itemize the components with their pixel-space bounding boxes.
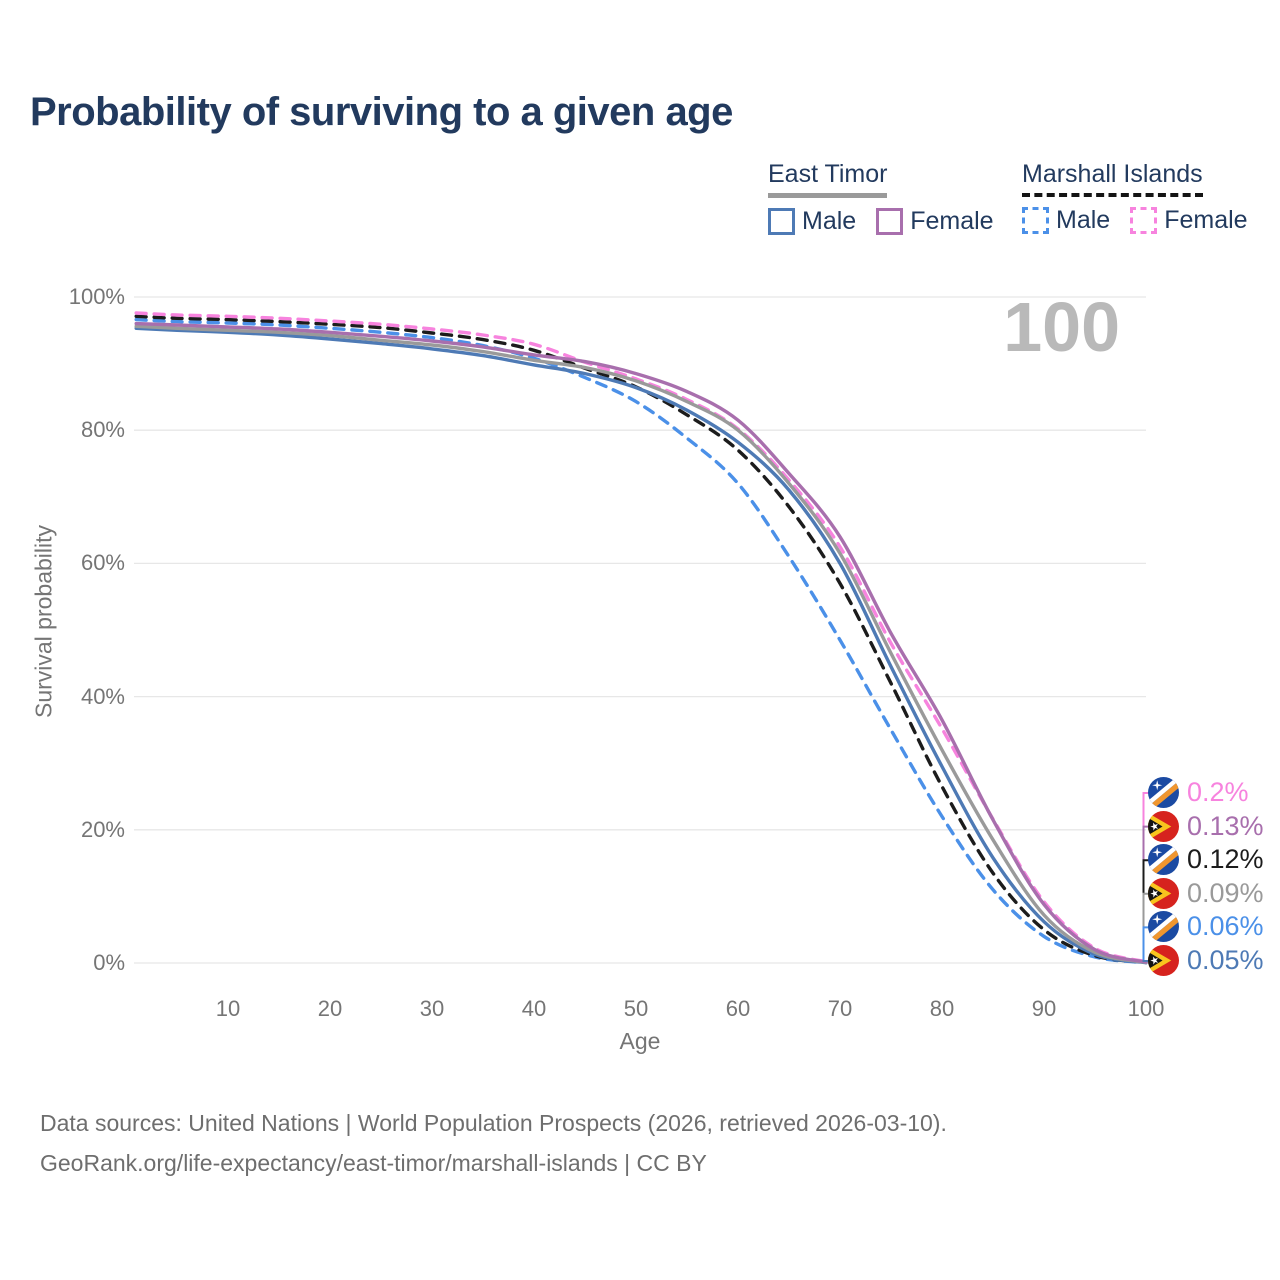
east-timor-flag-icon — [1148, 878, 1179, 909]
y-tick-label: 60% — [80, 550, 125, 576]
legend-item-east-timor-male[interactable]: Male — [768, 207, 856, 236]
east-timor-male-connector — [1142, 960, 1150, 962]
east-timor-flag-icon — [1148, 811, 1179, 842]
marshall-islands-flag-icon — [1148, 844, 1179, 875]
survival-curves — [134, 311, 1148, 965]
east-timor-flag-icon — [1148, 945, 1179, 976]
east-timor-female-line — [134, 321, 1148, 964]
y-tick-label: 40% — [80, 683, 125, 709]
age-watermark: 100 — [1003, 288, 1120, 366]
x-tick-label: 80 — [929, 996, 955, 1021]
x-tick-label: 70 — [827, 996, 853, 1021]
end-value-label: 0.09% — [1187, 877, 1264, 908]
legend-country-marshall-islands: Marshall Islands — [1022, 160, 1203, 197]
end-value-label: 0.12% — [1187, 844, 1264, 875]
legend-label: Female — [910, 207, 994, 235]
x-tick-label: 10 — [215, 996, 241, 1021]
x-tick-label: 20 — [317, 996, 343, 1021]
east-timor-male-swatch — [768, 208, 795, 235]
legend-item-marshall-islands-male[interactable]: Male — [1022, 206, 1110, 235]
attribution-line: GeoRank.org/life-expectancy/east-timor/m… — [40, 1150, 707, 1176]
end-label-east-timor-female: 0.13% — [1148, 810, 1264, 842]
marshall-islands-male-swatch — [1022, 207, 1049, 234]
marshall-islands-both-line — [134, 314, 1148, 964]
legend-label: Male — [1056, 206, 1111, 234]
y-tick-label: 100% — [68, 284, 125, 309]
legend-item-east-timor-female[interactable]: Female — [876, 207, 994, 236]
y-axis-title: Survival probability — [30, 524, 57, 719]
x-axis-title: Age — [619, 1028, 661, 1054]
east-timor-male-line — [134, 326, 1148, 965]
x-tick-label: 60 — [725, 996, 751, 1021]
legend-group-east-timor: East Timor Male Female — [768, 160, 994, 236]
legend-label: Female — [1164, 206, 1248, 234]
end-value-label: 0.06% — [1187, 911, 1264, 942]
marshall-islands-flag-icon — [1148, 777, 1179, 808]
marshall-islands-female-swatch — [1130, 207, 1158, 234]
data-sources-line: Data sources: United Nations | World Pop… — [40, 1110, 947, 1136]
legend-label: Male — [802, 207, 857, 235]
legend-group-marshall-islands: Marshall Islands Male Female — [1022, 160, 1248, 235]
x-tick-label: 40 — [521, 996, 547, 1021]
x-tick-label: 100 — [1127, 996, 1165, 1021]
marshall-islands-male-connector — [1142, 926, 1150, 962]
legend-country-east-timor: East Timor — [768, 160, 888, 198]
x-tick-label: 90 — [1031, 996, 1057, 1021]
marshall-islands-male-line — [134, 317, 1148, 965]
end-label-connectors — [1142, 792, 1150, 962]
y-tick-label: 0% — [93, 950, 125, 975]
end-label-marshall-islands-both: 0.12% — [1148, 844, 1264, 875]
end-label-east-timor-both: 0.09% — [1148, 877, 1264, 909]
end-value-label: 0.05% — [1187, 945, 1264, 975]
east-timor-both-line — [134, 324, 1148, 965]
end-value-label: 0.13% — [1187, 810, 1264, 841]
end-label-east-timor-male: 0.05% — [1148, 945, 1264, 976]
east-timor-female-swatch — [876, 208, 904, 235]
marshall-islands-flag-icon — [1148, 911, 1179, 942]
legend-item-marshall-islands-female[interactable]: Female — [1130, 206, 1248, 235]
end-label-marshall-islands-male: 0.06% — [1148, 911, 1264, 942]
marshall-islands-female-line — [134, 311, 1148, 964]
page-title: Probability of surviving to a given age — [30, 90, 733, 134]
gridlines — [134, 296, 1146, 964]
end-label-marshall-islands-female: 0.2% — [1148, 777, 1249, 808]
x-tick-label: 30 — [419, 996, 445, 1021]
x-tick-label: 50 — [623, 996, 649, 1021]
end-value-label: 0.2% — [1187, 777, 1249, 807]
y-tick-label: 20% — [80, 816, 125, 842]
y-tick-label: 80% — [80, 417, 125, 443]
